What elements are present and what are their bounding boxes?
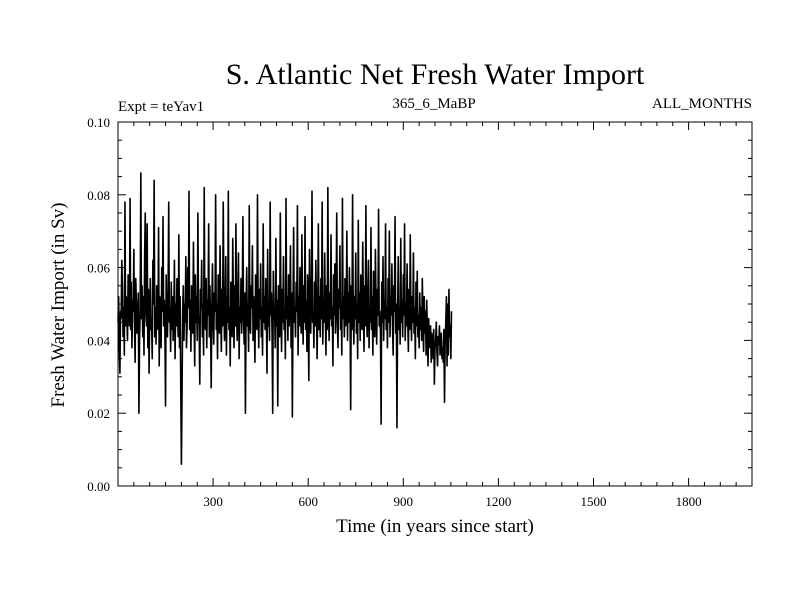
subtitle-months: ALL_MONTHS bbox=[652, 96, 752, 112]
x-tick-label: 1800 bbox=[676, 494, 702, 509]
x-tick-label: 300 bbox=[203, 494, 223, 509]
y-axis-label: Fresh Water Import (in Sv) bbox=[48, 203, 69, 408]
y-tick-label: 0.04 bbox=[87, 333, 110, 348]
y-tick-label: 0.02 bbox=[87, 406, 110, 421]
subtitle-run-id: 365_6_MaBP bbox=[392, 96, 475, 112]
x-tick-label: 600 bbox=[298, 494, 318, 509]
y-tick-label: 0.10 bbox=[87, 115, 110, 130]
x-tick-label: 1500 bbox=[581, 494, 607, 509]
series-line-fresh-water-import bbox=[117, 172, 453, 465]
x-axis-label: Time (in years since start) bbox=[336, 516, 534, 537]
chart-title: S. Atlantic Net Fresh Water Import bbox=[226, 58, 645, 91]
plot-area: 300 600 900 1200 1500 1800 0.00 0.02 0.04 0.06 0.0… bbox=[87, 115, 753, 509]
y-tick-label: 0.08 bbox=[87, 188, 110, 203]
y-tick-label: 0.06 bbox=[87, 261, 110, 276]
y-tick-label: 0.00 bbox=[87, 479, 110, 494]
x-tick-label: 900 bbox=[394, 494, 414, 509]
x-tick-label: 1200 bbox=[485, 494, 511, 509]
subtitle-experiment: Expt = teYav1 bbox=[118, 99, 204, 115]
